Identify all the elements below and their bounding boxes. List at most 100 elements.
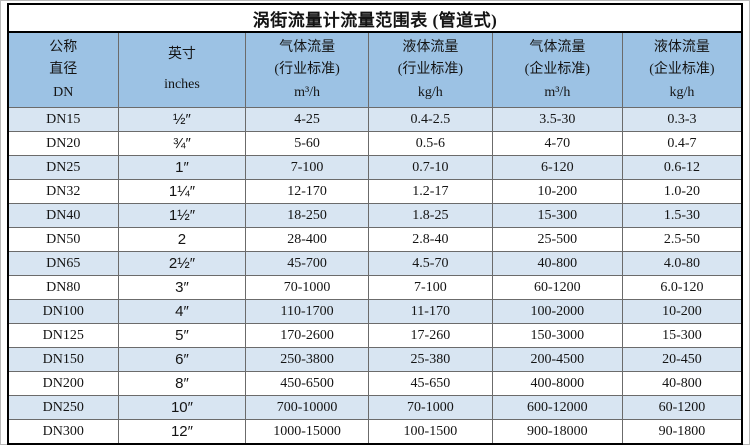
table-row: DN65 2½″ 45-700 4.5-70 40-800 4.0-80	[7, 251, 743, 276]
cell-dn: DN20	[7, 131, 119, 156]
cell-inches: 12″	[117, 419, 247, 445]
cell-liquid_industry: 70-1000	[367, 395, 493, 420]
header-line: 公称	[49, 39, 78, 55]
cell-inches: 1″	[117, 155, 247, 180]
flow-range-table: 涡街流量计流量范围表 (管道式) 公称 直径 DN 英寸 inches	[7, 3, 743, 445]
cell-liquid_industry: 17-260	[367, 323, 493, 348]
cell-liquid_enterprise: 60-1200	[621, 395, 743, 420]
table-row: DN40 1½″ 18-250 1.8-25 15-300 1.5-30	[7, 203, 743, 228]
cell-liquid_industry: 25-380	[367, 347, 493, 372]
cell-gas_industry: 700-10000	[245, 395, 369, 420]
cell-inches: 6″	[117, 347, 247, 372]
header-line: 气体流量	[279, 39, 336, 55]
cell-dn: DN25	[7, 155, 119, 180]
column-header-dn: 公称 直径 DN	[7, 31, 119, 108]
cell-dn: DN50	[7, 227, 119, 252]
cell-liquid_industry: 100-1500	[367, 419, 493, 445]
cell-dn: DN65	[7, 251, 119, 276]
table-row: DN50 2 28-400 2.8-40 25-500 2.5-50	[7, 227, 743, 252]
cell-gas_industry: 12-170	[245, 179, 369, 204]
cell-liquid_enterprise: 6.0-120	[621, 275, 743, 300]
cell-liquid_enterprise: 0.4-7	[621, 131, 743, 156]
cell-inches: 1¼″	[117, 179, 247, 204]
table-body: DN15 ½″ 4-25 0.4-2.5 3.5-30 0.3-3 DN20 ¾″ 5-60 0.…	[7, 107, 743, 445]
cell-liquid_enterprise: 90-1800	[621, 419, 743, 445]
header-line: 液体流量	[653, 39, 710, 55]
cell-gas_industry: 450-6500	[245, 371, 369, 396]
cell-gas_enterprise: 900-18000	[491, 419, 623, 445]
cell-inches: 10″	[117, 395, 247, 420]
cell-gas_enterprise: 400-8000	[491, 371, 623, 396]
cell-dn: DN250	[7, 395, 119, 420]
cell-gas_enterprise: 15-300	[491, 203, 623, 228]
table-row: DN32 1¼″ 12-170 1.2-17 10-200 1.0-20	[7, 179, 743, 204]
table-row: DN100 4″ 110-1700 11-170 100-2000 10-200	[7, 299, 743, 324]
cell-dn: DN100	[7, 299, 119, 324]
cell-gas_enterprise: 25-500	[491, 227, 623, 252]
cell-liquid_industry: 7-100	[367, 275, 493, 300]
cell-liquid_industry: 0.4-2.5	[367, 107, 493, 132]
cell-gas_enterprise: 150-3000	[491, 323, 623, 348]
cell-dn: DN15	[7, 107, 119, 132]
table-row: DN25 1″ 7-100 0.7-10 6-120 0.6-12	[7, 155, 743, 180]
title-row: 涡街流量计流量范围表 (管道式)	[7, 3, 743, 33]
header-line: 气体流量	[529, 39, 586, 55]
cell-liquid_industry: 1.2-17	[367, 179, 493, 204]
table-row: DN15 ½″ 4-25 0.4-2.5 3.5-30 0.3-3	[7, 107, 743, 132]
table-row: DN150 6″ 250-3800 25-380 200-4500 20-450	[7, 347, 743, 372]
cell-dn: DN200	[7, 371, 119, 396]
cell-inches: 4″	[117, 299, 247, 324]
cell-liquid_enterprise: 15-300	[621, 323, 743, 348]
cell-gas_enterprise: 3.5-30	[491, 107, 623, 132]
header-line: (企业标准)	[524, 62, 590, 78]
cell-liquid_industry: 11-170	[367, 299, 493, 324]
header-line: m³/h	[544, 84, 571, 100]
cell-dn: DN150	[7, 347, 119, 372]
cell-liquid_enterprise: 4.0-80	[621, 251, 743, 276]
column-header-gas-enterprise: 气体流量 (企业标准) m³/h	[491, 31, 623, 108]
cell-gas_industry: 1000-15000	[245, 419, 369, 445]
cell-liquid_enterprise: 20-450	[621, 347, 743, 372]
cell-gas_enterprise: 4-70	[491, 131, 623, 156]
header-row: 公称 直径 DN 英寸 inches 气体流量 (行业标准) m³/h	[7, 31, 743, 108]
cell-dn: DN32	[7, 179, 119, 204]
cell-dn: DN40	[7, 203, 119, 228]
cell-gas_enterprise: 60-1200	[491, 275, 623, 300]
table-row: DN300 12″ 1000-15000 100-1500 900-18000 90-18…	[7, 419, 743, 445]
column-header-inches: 英寸 inches	[117, 31, 247, 108]
cell-gas_industry: 170-2600	[245, 323, 369, 348]
cell-gas_enterprise: 40-800	[491, 251, 623, 276]
header-line: kg/h	[669, 84, 695, 100]
cell-liquid_enterprise: 40-800	[621, 371, 743, 396]
table-row: DN80 3″ 70-1000 7-100 60-1200 6.0-120	[7, 275, 743, 300]
cell-liquid_industry: 1.8-25	[367, 203, 493, 228]
cell-inches: ½″	[117, 107, 247, 132]
cell-inches: 5″	[117, 323, 247, 348]
table-row: DN200 8″ 450-6500 45-650 400-8000 40-800	[7, 371, 743, 396]
header-line: (行业标准)	[274, 62, 340, 78]
cell-gas_industry: 45-700	[245, 251, 369, 276]
table-row: DN250 10″ 700-10000 70-1000 600-12000 60-1200	[7, 395, 743, 420]
cell-inches: 2	[117, 227, 247, 252]
cell-liquid_enterprise: 1.0-20	[621, 179, 743, 204]
cell-inches: ¾″	[117, 131, 247, 156]
cell-liquid_enterprise: 10-200	[621, 299, 743, 324]
table-row: DN20 ¾″ 5-60 0.5-6 4-70 0.4-7	[7, 131, 743, 156]
cell-gas_enterprise: 6-120	[491, 155, 623, 180]
cell-dn: DN300	[7, 419, 119, 445]
cell-gas_enterprise: 100-2000	[491, 299, 623, 324]
table-row: DN125 5″ 170-2600 17-260 150-3000 15-300	[7, 323, 743, 348]
cell-inches: 8″	[117, 371, 247, 396]
cell-gas_industry: 5-60	[245, 131, 369, 156]
header-line: inches	[164, 77, 200, 93]
cell-inches: 1½″	[117, 203, 247, 228]
header-line: 液体流量	[402, 39, 459, 55]
header-line: kg/h	[417, 84, 443, 100]
cell-dn: DN80	[7, 275, 119, 300]
cell-liquid_enterprise: 0.3-3	[621, 107, 743, 132]
cell-liquid_industry: 45-650	[367, 371, 493, 396]
cell-gas_industry: 18-250	[245, 203, 369, 228]
table-title: 涡街流量计流量范围表 (管道式)	[7, 3, 743, 33]
cell-gas_enterprise: 200-4500	[491, 347, 623, 372]
